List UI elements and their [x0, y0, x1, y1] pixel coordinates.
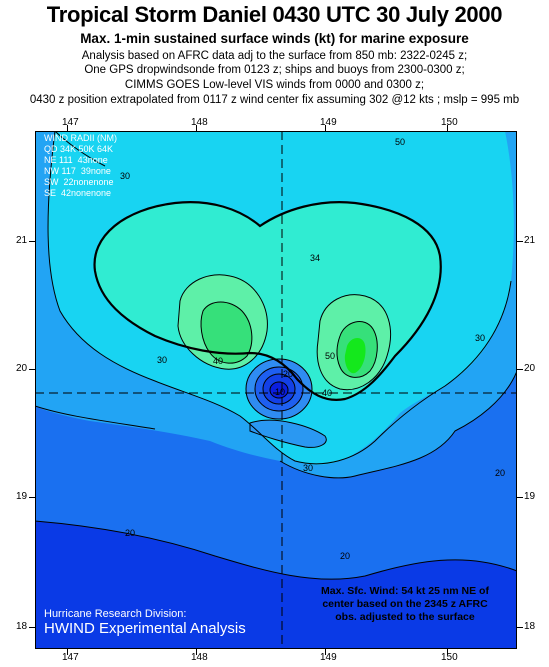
x-tick-top: [325, 125, 326, 131]
x-tick-label-top-150: 150: [441, 117, 458, 128]
contour-line-50-left: [200, 301, 253, 364]
contour-label: 10: [275, 387, 285, 397]
map-subtitle: Max. 1-min sustained surface winds (kt) …: [80, 31, 469, 46]
x-tick-label-bottom-149: 149: [320, 652, 337, 663]
contour-label: 20: [340, 551, 350, 561]
wind-radii-row-se: SE 42nonenone: [44, 188, 112, 198]
y-tick-right: [517, 241, 523, 242]
contour-line-strip: [249, 419, 327, 448]
y-tick-label-left-21: 21: [16, 235, 28, 246]
credit-analysis: HWIND Experimental Analysis: [44, 620, 246, 637]
contour-label: 40: [213, 356, 223, 366]
x-tick-top: [67, 125, 68, 131]
wind-radii-row-sw: SW 22nonenone: [44, 177, 114, 187]
contour-line-40-right: [316, 294, 391, 391]
y-tick-label-left-20: 20: [16, 363, 28, 374]
y-tick-label-right-20: 20: [524, 363, 536, 374]
contour-line-30-lower: [279, 370, 517, 479]
contour-line-50-right: [336, 321, 378, 378]
credit-division: Hurricane Research Division:: [44, 608, 187, 620]
contour-line-30-outer: [47, 131, 512, 465]
x-tick-label-bottom-147: 147: [62, 652, 79, 663]
x-tick-top: [196, 125, 197, 131]
y-tick-right: [517, 627, 523, 628]
contour-line-center-1: [245, 358, 313, 420]
x-tick-label-top-149: 149: [320, 117, 337, 128]
contour-label: 34: [310, 253, 320, 263]
y-tick-right: [517, 497, 523, 498]
wind-radii-columns: QD 34K 50K 64K: [44, 144, 114, 154]
x-tick-label-top-147: 147: [62, 117, 79, 128]
wind-field-map: 50 30 34 40 50 40 30 30 20 20 20 30 20 1…: [35, 131, 517, 649]
wind-radii-header: WIND RADII (NM): [44, 133, 117, 143]
x-tick-label-top-148: 148: [191, 117, 208, 128]
y-tick-label-right-21: 21: [524, 235, 536, 246]
wind-core-max: [344, 337, 366, 374]
info-line-2: One GPS dropwindsonde from 0123 z; ships…: [84, 64, 465, 76]
contour-label: 30: [120, 171, 130, 181]
contour-label: 40: [322, 388, 332, 398]
y-tick-label-right-19: 19: [524, 491, 536, 502]
y-tick-right: [517, 369, 523, 370]
x-tick-bottom: [447, 649, 448, 655]
x-tick-bottom: [196, 649, 197, 655]
info-line-3: CIMMS GOES Low-level VIS winds from 0000…: [124, 79, 425, 91]
contour-line-34: [93, 201, 442, 401]
contour-line-center-2: [254, 366, 304, 412]
info-line-1: Analysis based on AFRC data adj to the s…: [81, 50, 468, 62]
wind-radii-row-nw: NW 117 39none: [44, 166, 111, 176]
x-tick-bottom: [325, 649, 326, 655]
contour-label: 50: [325, 351, 335, 361]
info-line-4: 0430 z position extrapolated from 0117 z…: [29, 94, 520, 106]
contour-label: 20: [125, 528, 135, 538]
wind-radii-legend: WIND RADII (NM) QD 34K 50K 64K NE 111 43no…: [44, 133, 117, 199]
y-tick-label-left-19: 19: [16, 491, 28, 502]
max-wind-note-line-1: Max. Sfc. Wind: 54 kt 25 nm NE of: [321, 585, 489, 597]
x-tick-bottom: [67, 649, 68, 655]
y-tick-label-left-18: 18: [16, 621, 28, 632]
max-wind-note-line-3: obs. adjusted to the surface: [335, 611, 475, 623]
contour-label: 50: [395, 137, 405, 147]
x-tick-label-bottom-150: 150: [441, 652, 458, 663]
contour-line-20-a: [35, 520, 517, 580]
low-wind-strip: [250, 420, 327, 448]
max-wind-note-line-2: center based on the 2345 z AFRC: [322, 598, 488, 610]
x-tick-label-bottom-148: 148: [191, 652, 208, 663]
contour-line-20-b: [35, 405, 156, 430]
contour-line-center-4: [269, 381, 289, 399]
wind-radii-row-ne: NE 111 43none: [44, 155, 108, 165]
contour-label: 20: [283, 369, 293, 379]
map-frame: [35, 131, 517, 649]
y-tick-label-right-18: 18: [524, 621, 536, 632]
y-tick-left: [29, 369, 35, 370]
contour-label: 20: [495, 468, 505, 478]
y-tick-left: [29, 497, 35, 498]
map-title: Tropical Storm Daniel 0430 UTC 30 July 2…: [46, 2, 503, 27]
contour-line-50-top: [54, 131, 106, 167]
contour-label: 30: [303, 463, 313, 473]
contour-label: 30: [157, 355, 167, 365]
max-wind-note: Max. Sfc. Wind: 54 kt 25 nm NE of center…: [300, 585, 510, 624]
wind-core-50-left: [201, 302, 252, 364]
center-ring-4: [270, 382, 288, 398]
x-tick-top: [447, 125, 448, 131]
y-tick-left: [29, 627, 35, 628]
contour-line-center-3: [262, 373, 296, 405]
contour-line-40-left: [177, 274, 268, 370]
y-tick-left: [29, 241, 35, 242]
contour-label: 30: [475, 333, 485, 343]
